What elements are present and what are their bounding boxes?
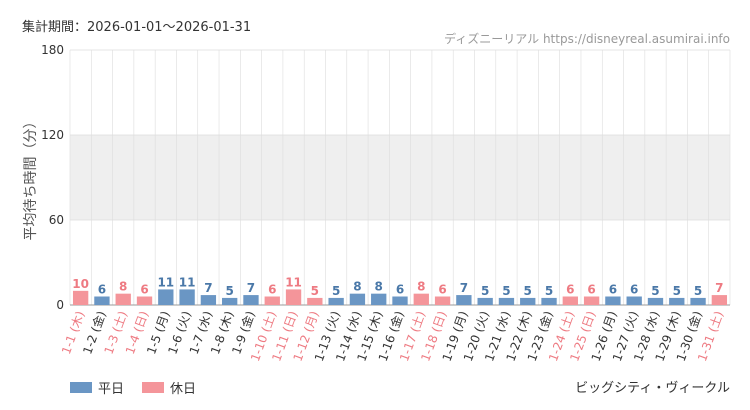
bar[interactable]	[136, 296, 153, 306]
legend-swatch-weekday	[70, 382, 92, 393]
y-tick-label: 120	[41, 128, 64, 142]
bar-value-label: 6	[609, 283, 617, 297]
bar-value-label: 11	[179, 275, 196, 289]
bar-value-label: 5	[651, 284, 659, 298]
bar[interactable]	[626, 296, 642, 306]
bar-value-label: 11	[285, 275, 302, 289]
bar[interactable]	[264, 296, 280, 306]
bar-value-label: 8	[417, 280, 425, 294]
bar[interactable]	[285, 289, 302, 305]
bar[interactable]	[349, 293, 366, 305]
bar[interactable]	[477, 297, 493, 305]
y-tick-label: 0	[56, 298, 64, 312]
bar[interactable]	[200, 295, 217, 305]
bar-value-label: 7	[247, 281, 255, 295]
source-credit: ディズニーリアル https://disneyreal.asumirai.inf…	[444, 32, 730, 46]
bar-value-label: 6	[438, 283, 446, 297]
bar[interactable]	[179, 289, 195, 305]
bar[interactable]	[562, 296, 578, 306]
bar[interactable]	[243, 295, 259, 305]
bar-value-label: 5	[524, 284, 532, 298]
bar[interactable]	[222, 297, 238, 305]
bar[interactable]	[307, 297, 323, 305]
legend-item-weekday[interactable]: 平日	[70, 378, 124, 397]
bar[interactable]	[520, 297, 536, 305]
bar[interactable]	[690, 297, 706, 305]
bar[interactable]	[413, 293, 429, 305]
bar-value-label: 6	[630, 283, 638, 297]
bar[interactable]	[498, 297, 515, 305]
bar-value-label: 5	[225, 284, 233, 298]
bar-value-label: 6	[268, 283, 276, 297]
bar-value-label: 8	[353, 280, 361, 294]
y-axis-label: 平均待ち時間（分）	[23, 115, 39, 241]
bar-value-label: 6	[98, 283, 106, 297]
bar[interactable]	[605, 296, 621, 306]
bar-value-label: 5	[694, 284, 702, 298]
bar[interactable]	[392, 296, 408, 306]
bar-value-label: 7	[460, 281, 468, 295]
bar-value-label: 8	[375, 280, 383, 294]
bar[interactable]	[583, 296, 600, 306]
chart-legend: 平日 休日	[70, 378, 214, 397]
bar[interactable]	[94, 296, 110, 306]
y-tick-label: 180	[41, 43, 64, 57]
bar[interactable]	[328, 297, 344, 305]
bar[interactable]	[371, 293, 387, 305]
bar-value-label: 6	[587, 283, 595, 297]
bar[interactable]	[115, 293, 131, 305]
legend-swatch-holiday	[142, 382, 165, 393]
bar[interactable]	[669, 297, 685, 305]
bar-value-label: 6	[140, 283, 148, 297]
bar[interactable]	[72, 290, 89, 305]
bar-value-label: 7	[204, 281, 212, 295]
bar[interactable]	[647, 297, 664, 305]
bar-value-label: 6	[566, 283, 574, 297]
bar-value-label: 7	[715, 281, 723, 295]
legend-item-holiday[interactable]: 休日	[142, 378, 196, 397]
legend-label-weekday: 平日	[98, 382, 125, 397]
period-label: 集計期間：2026-01-01～2026-01-31	[22, 20, 252, 35]
bar-value-label: 6	[396, 283, 404, 297]
bar[interactable]	[711, 295, 728, 305]
bar-value-label: 5	[332, 284, 340, 298]
band-60-120	[70, 135, 730, 220]
bar-value-label: 5	[481, 284, 489, 298]
bar-value-label: 8	[119, 280, 127, 294]
bar[interactable]	[456, 295, 472, 305]
y-tick-label: 60	[49, 213, 64, 227]
bar-value-label: 5	[311, 284, 319, 298]
bar[interactable]	[434, 296, 451, 306]
attraction-name: ビッグシティ・ヴィークル	[575, 381, 730, 396]
bar-value-label: 5	[545, 284, 553, 298]
bar-value-label: 10	[72, 277, 89, 291]
bar-value-label: 5	[673, 284, 681, 298]
bar-value-label: 5	[502, 284, 510, 298]
bar[interactable]	[541, 297, 557, 305]
legend-label-holiday: 休日	[170, 382, 197, 397]
bar-value-label: 11	[157, 275, 174, 289]
bar[interactable]	[158, 289, 174, 305]
